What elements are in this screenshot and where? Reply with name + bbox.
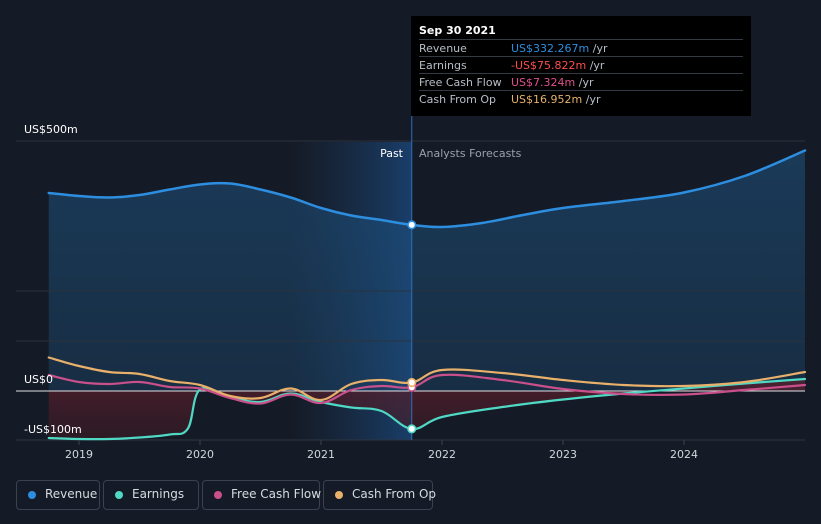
revenue-area: [48, 150, 805, 391]
tooltip-row-name: Revenue: [419, 42, 467, 55]
tooltip-row-value: US$16.952m /yr: [511, 93, 601, 106]
tooltip-row-value: -US$75.822m /yr: [511, 59, 605, 72]
legend-item-revenue[interactable]: Revenue: [16, 480, 100, 510]
x-tick-label: 2020: [186, 448, 214, 461]
legend-item-earnings[interactable]: Earnings: [103, 480, 199, 510]
tooltip-row-earnings: Earnings -US$75.822m /yr: [419, 56, 743, 74]
revenue-marker: [407, 220, 417, 230]
x-tick-label: 2021: [307, 448, 335, 461]
revenue-line: [47, 149, 807, 229]
tooltip-row-fcf: Free Cash Flow US$7.324m /yr: [419, 73, 743, 91]
tooltip-row-value: US$332.267m /yr: [511, 42, 608, 55]
legend-dot-icon: [115, 491, 123, 499]
tooltip-row-value: US$7.324m /yr: [511, 76, 594, 89]
legend-dot-icon: [28, 491, 36, 499]
legend-label: Cash From Op: [352, 487, 437, 501]
legend-label: Revenue: [45, 487, 98, 501]
y-label-top: US$500m: [24, 123, 78, 136]
x-tick-label: 2023: [549, 448, 577, 461]
tooltip-row-name: Free Cash Flow: [419, 76, 502, 89]
legend-item-cash-from-op[interactable]: Cash From Op: [323, 480, 437, 510]
legend-label: Free Cash Flow: [231, 487, 322, 501]
tooltip-date: Sep 30 2021: [419, 24, 496, 37]
past-label: Past: [380, 147, 404, 160]
earnings-marker: [407, 424, 417, 434]
free-cash-flow-line: [47, 373, 807, 405]
y-label-zero: US$0: [24, 373, 53, 386]
x-tick-label: 2019: [65, 448, 93, 461]
legend-dot-icon: [335, 491, 343, 499]
legend-dot-icon: [214, 491, 222, 499]
y-label-bottom: -US$100m: [24, 423, 82, 436]
x-tick-label: 2024: [670, 448, 698, 461]
tooltip: Sep 30 2021 Revenue US$332.267m /yr Earn…: [411, 16, 751, 116]
tooltip-row-name: Cash From Op: [419, 93, 497, 106]
forecast-label: Analysts Forecasts: [419, 147, 522, 160]
tooltip-row-revenue: Revenue US$332.267m /yr: [419, 39, 743, 57]
cash-from-op-line: [47, 356, 807, 402]
legend-item-free-cash-flow[interactable]: Free Cash Flow: [202, 480, 322, 510]
cash-from-op-marker: [407, 377, 417, 388]
legend-label: Earnings: [132, 487, 185, 501]
tooltip-row-name: Earnings: [419, 59, 467, 72]
tooltip-row-cfo: Cash From Op US$16.952m /yr: [419, 90, 743, 108]
x-tick-label: 2022: [428, 448, 456, 461]
